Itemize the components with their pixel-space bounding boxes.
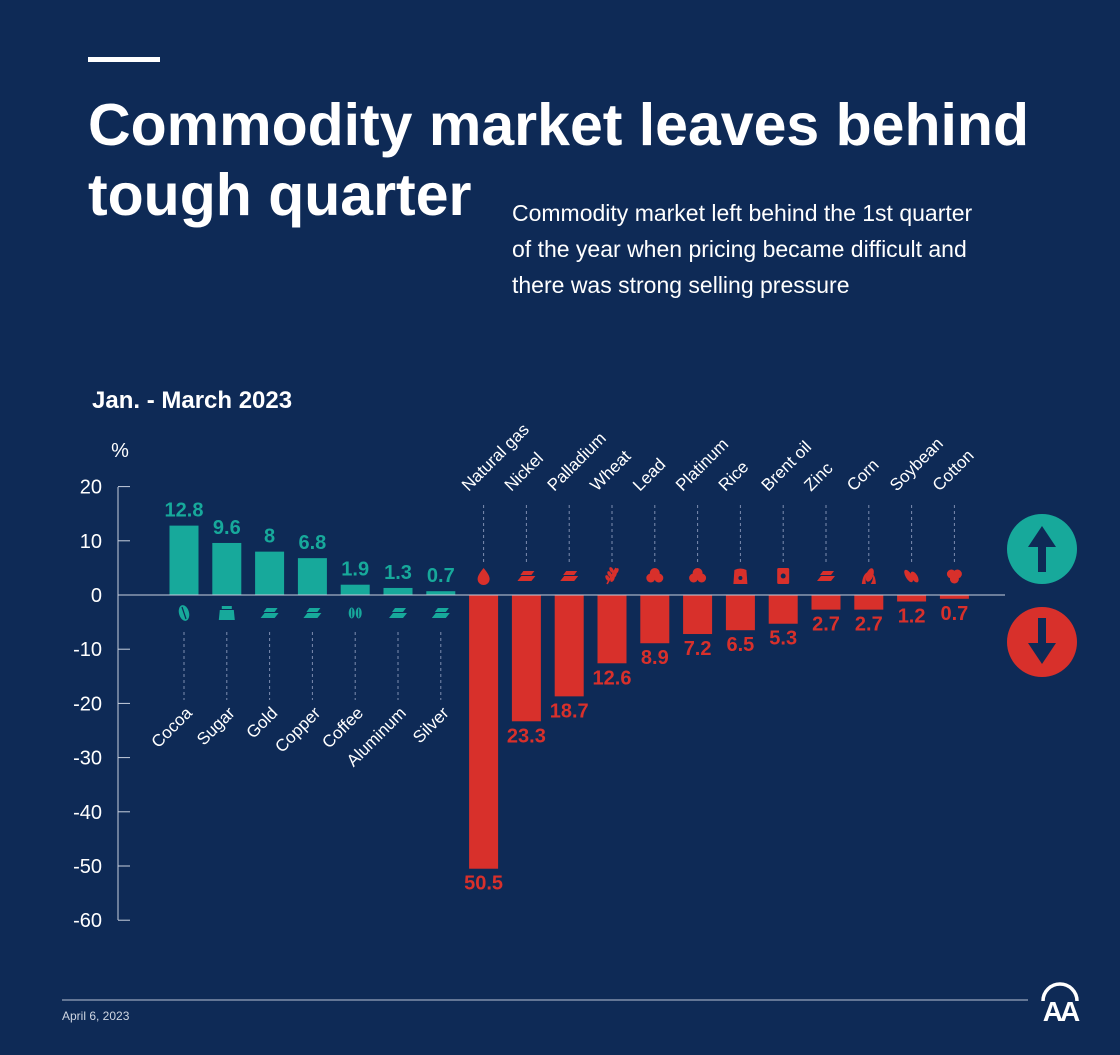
y-tick-label: 0 bbox=[91, 585, 102, 607]
value-label-aluminum: 1.3 bbox=[384, 562, 412, 584]
category-icons bbox=[178, 567, 962, 621]
category-label-corn: Corn bbox=[843, 455, 882, 494]
aluminum-icon bbox=[389, 608, 407, 618]
silver-icon bbox=[431, 608, 450, 618]
bar-platinum bbox=[683, 595, 713, 635]
y-tick-label: -20 bbox=[73, 693, 102, 715]
bar-natural-gas bbox=[469, 595, 499, 869]
bar-corn bbox=[854, 595, 884, 610]
value-label-nickel: 23.3 bbox=[507, 725, 546, 747]
value-label-platinum: 7.2 bbox=[684, 638, 712, 660]
gold-icon bbox=[260, 608, 279, 618]
y-tick-label: -60 bbox=[73, 910, 102, 932]
sugar-icon bbox=[218, 606, 235, 620]
value-label-soybean: 1.2 bbox=[898, 606, 926, 628]
cocoa-icon bbox=[178, 605, 190, 621]
title-accent-bar bbox=[88, 57, 160, 62]
page-subtitle: Commodity market left behind the 1st qua… bbox=[512, 200, 973, 298]
y-tick-label: 10 bbox=[80, 531, 102, 553]
natural-gas-icon bbox=[477, 568, 490, 585]
bars bbox=[169, 525, 969, 869]
value-label-copper: 6.8 bbox=[298, 532, 326, 554]
bar-nickel bbox=[511, 595, 541, 722]
coffee-icon bbox=[348, 607, 362, 619]
bar-lead bbox=[640, 595, 670, 644]
category-label-zinc: Zinc bbox=[800, 458, 836, 494]
category-label-sugar: Sugar bbox=[193, 703, 239, 749]
copper-icon bbox=[303, 608, 322, 618]
publish-date: April 6, 2023 bbox=[62, 1009, 130, 1023]
category-label-lead: Lead bbox=[629, 455, 669, 495]
category-label-gold: Gold bbox=[243, 703, 282, 742]
value-label-sugar: 9.6 bbox=[213, 517, 241, 539]
value-label-natural-gas: 50.5 bbox=[464, 873, 503, 895]
value-label-cocoa: 12.8 bbox=[165, 500, 204, 522]
zinc-icon bbox=[817, 571, 835, 581]
value-label-silver: 0.7 bbox=[427, 565, 455, 587]
logo-arc bbox=[1041, 982, 1079, 1002]
category-connector-lines bbox=[183, 505, 955, 700]
value-label-zinc: 2.7 bbox=[812, 614, 840, 636]
category-label-rice: Rice bbox=[715, 457, 752, 494]
bar-soybean bbox=[897, 595, 927, 602]
y-tick-label: -50 bbox=[73, 856, 102, 878]
y-tick-label: 20 bbox=[80, 477, 102, 499]
bar-brent-oil bbox=[768, 595, 798, 624]
platinum-icon bbox=[689, 568, 707, 583]
y-axis-unit-label: % bbox=[111, 440, 129, 462]
page-title: Commodity market leaves behind tough qua… bbox=[88, 92, 1030, 228]
decrease-indicator bbox=[1007, 607, 1077, 677]
lead-icon bbox=[646, 568, 664, 583]
category-label-copper: Copper bbox=[271, 703, 324, 756]
y-axis: 20 10 0 -10 -20 -30 -40 -50 -60 bbox=[73, 477, 130, 932]
corn-icon bbox=[861, 568, 876, 584]
value-label-rice: 6.5 bbox=[726, 634, 754, 656]
bar-rice bbox=[725, 595, 755, 631]
bar-wheat bbox=[597, 595, 627, 664]
y-tick-label: -40 bbox=[73, 802, 102, 824]
value-label-gold: 8 bbox=[264, 526, 275, 548]
arrow-down-icon bbox=[1028, 618, 1056, 664]
bar-copper bbox=[297, 558, 327, 595]
logo-text: AA bbox=[1043, 996, 1080, 1027]
bar-gold bbox=[255, 551, 285, 595]
bar-zinc bbox=[811, 595, 841, 610]
wheat-icon bbox=[605, 567, 619, 585]
value-label-lead: 8.9 bbox=[641, 647, 669, 669]
bar-silver bbox=[426, 591, 456, 595]
value-label-corn: 2.7 bbox=[855, 614, 883, 636]
value-label-palladium: 18.7 bbox=[550, 700, 589, 722]
bar-palladium bbox=[554, 595, 584, 697]
y-tick-label: -30 bbox=[73, 748, 102, 770]
category-label-cocoa: Cocoa bbox=[148, 703, 197, 752]
increase-indicator bbox=[1007, 514, 1077, 584]
bar-sugar bbox=[212, 542, 242, 595]
category-label-silver: Silver bbox=[409, 703, 453, 747]
palladium-icon bbox=[560, 571, 579, 581]
period-label: Jan. - March 2023 bbox=[92, 387, 292, 414]
rice-icon bbox=[733, 568, 748, 584]
value-label-coffee: 1.9 bbox=[341, 559, 369, 581]
aa-logo: AA bbox=[1041, 982, 1083, 1027]
arrow-up-icon bbox=[1028, 526, 1056, 572]
bar-cocoa bbox=[169, 525, 199, 595]
value-label-cotton: 0.7 bbox=[940, 603, 968, 625]
cotton-icon bbox=[946, 569, 962, 584]
value-label-brent-oil: 5.3 bbox=[769, 628, 797, 650]
bar-coffee bbox=[340, 584, 370, 595]
value-label-wheat: 12.6 bbox=[593, 667, 632, 689]
bar-cotton bbox=[939, 595, 969, 599]
value-labels: 12.8 9.6 8 6.8 1.9 1.3 0.7 50.5 23.318.712.6 8.9 7… bbox=[165, 500, 969, 895]
nickel-icon bbox=[517, 571, 536, 581]
soybean-icon bbox=[904, 569, 919, 583]
y-tick-label: -10 bbox=[73, 639, 102, 661]
bar-aluminum bbox=[383, 587, 413, 595]
brent-oil-icon bbox=[777, 568, 790, 584]
